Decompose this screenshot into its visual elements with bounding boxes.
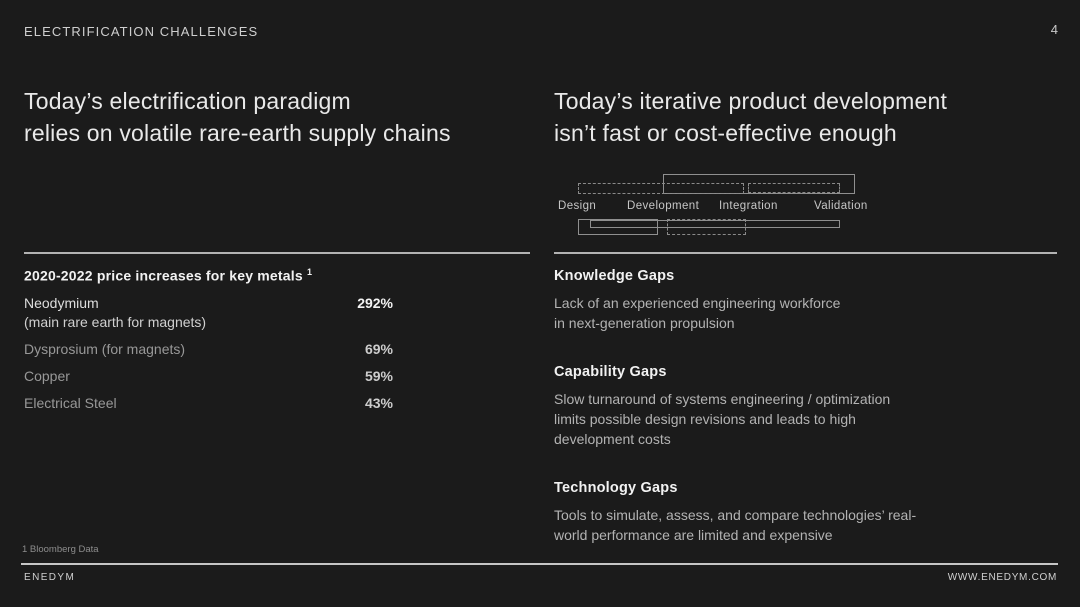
right-column-divider — [554, 252, 1057, 254]
section-technology-gaps: Technology Gaps Tools to simulate, asses… — [554, 480, 1044, 545]
section-capability-gaps: Capability Gaps Slow turnaround of syste… — [554, 364, 1044, 449]
website-link: WWW.ENEDYM.COM — [947, 572, 1057, 583]
timeline-bottom-box-development — [667, 219, 746, 235]
price-increase-value: 59% — [364, 368, 393, 384]
right-headline: Today’s iterative product development is… — [554, 85, 947, 149]
right-headline-line2: isn’t fast or cost-effective enough — [554, 120, 897, 146]
gap-sections: Knowledge Gaps Lack of an experienced en… — [554, 268, 1044, 576]
section-body: Tools to simulate, assess, and compare t… — [554, 507, 917, 543]
price-increase-value: 43% — [364, 395, 393, 411]
right-headline-line1: Today’s iterative product development — [554, 88, 948, 114]
left-column-divider — [24, 252, 530, 254]
metal-label: Neodymium (main rare earth for magnets) — [24, 294, 206, 332]
metal-name: Dysprosium (for magnets) — [24, 341, 186, 357]
price-increase-value: 292% — [357, 295, 393, 311]
footnote-source: 1 Bloomberg Data — [22, 544, 99, 555]
brand-name: ENEDYM — [24, 572, 76, 583]
section-title: Knowledge Gaps — [554, 268, 675, 284]
timeline-label-integration: Integration — [719, 200, 778, 212]
footnote-marker: 1 — [306, 267, 313, 277]
left-headline: Today’s electrification paradigm relies … — [24, 85, 451, 149]
metal-subnote: (main rare earth for magnets) — [24, 314, 207, 330]
timeline-label-design: Design — [558, 200, 597, 212]
page-number: 4 — [1050, 22, 1058, 37]
table-row: Electrical Steel 43% — [24, 394, 393, 413]
price-table-heading-text: 2020-2022 price increases for key metals — [24, 267, 303, 284]
section-body: Lack of an experienced engineering workf… — [554, 295, 841, 331]
price-table-heading: 2020-2022 price increases for key metals… — [24, 267, 312, 284]
section-body: Slow turnaround of systems engineering /… — [554, 391, 891, 447]
left-headline-line2: relies on volatile rare-earth supply cha… — [24, 120, 451, 146]
metal-name: Copper — [24, 368, 70, 384]
timeline-top-bar-right — [748, 183, 840, 193]
table-row: Dysprosium (for magnets) 69% — [24, 340, 393, 359]
section-title: Capability Gaps — [554, 364, 667, 380]
slide-kicker: ELECTRIFICATION CHALLENGES — [24, 24, 259, 39]
section-knowledge-gaps: Knowledge Gaps Lack of an experienced en… — [554, 268, 1044, 333]
section-title: Technology Gaps — [554, 480, 678, 496]
price-increase-value: 69% — [364, 341, 393, 357]
metal-name: Electrical Steel — [24, 395, 117, 411]
timeline-top-bar-left — [578, 183, 744, 194]
table-row: Copper 59% — [24, 367, 393, 386]
metal-name: Neodymium — [24, 295, 99, 311]
timeline-label-development: Development — [627, 200, 700, 212]
footer-divider — [21, 563, 1058, 565]
timeline-bottom-box-design — [578, 219, 658, 235]
timeline-bottom-bar-long — [590, 220, 840, 228]
price-table: Neodymium (main rare earth for magnets) … — [24, 294, 393, 421]
timeline-outer-box — [663, 174, 855, 194]
timeline-label-validation: Validation — [814, 200, 868, 212]
table-row: Neodymium (main rare earth for magnets) … — [24, 294, 393, 332]
left-headline-line1: Today’s electrification paradigm — [24, 88, 351, 114]
